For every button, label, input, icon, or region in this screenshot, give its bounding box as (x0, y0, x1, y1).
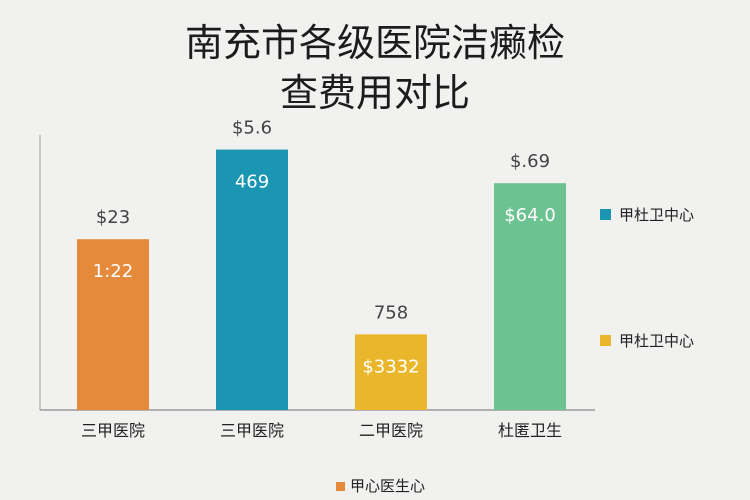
bar-inner-label: 469 (235, 172, 269, 193)
legend-label: 甲心医生心 (350, 477, 425, 495)
x-tick-label: 三甲医院 (81, 421, 145, 440)
bar-inner-label: $64.0 (504, 205, 556, 226)
chart-title-line-2: 查费用对比 (279, 71, 470, 115)
legend-swatch (336, 482, 345, 491)
legend-swatch (600, 209, 611, 220)
x-tick-label: 杜匿卫生 (498, 421, 562, 440)
bar-value-label: $23 (96, 207, 130, 228)
x-tick-label: 二甲医院 (359, 421, 423, 440)
chart-title: 南充市各级医院洁癞检 查费用对比 (0, 18, 750, 118)
chart-title-line-1: 南充市各级医院洁癞检 (184, 21, 565, 65)
bar-value-label: $.69 (510, 151, 550, 172)
legend-label: 甲杜卫中心 (619, 206, 694, 224)
bar-4 (494, 183, 566, 410)
legend-label: 甲杜卫中心 (619, 332, 694, 350)
chart-bars (77, 149, 566, 410)
bar-value-label: 758 (374, 302, 408, 323)
bar-2 (216, 149, 288, 410)
x-tick-label: 三甲医院 (220, 421, 284, 440)
legend-swatch (600, 335, 611, 346)
bar-1 (77, 239, 149, 410)
bar-3 (355, 334, 427, 410)
bar-value-label: $5.6 (232, 118, 272, 139)
chart-labels: $23 1:22 三甲医院 $5.6 469 三甲医院 758 $3332 二甲医院 $.69 $6… (81, 118, 562, 440)
bar-inner-label: 1:22 (93, 261, 133, 282)
bar-inner-label: $3332 (362, 356, 419, 377)
